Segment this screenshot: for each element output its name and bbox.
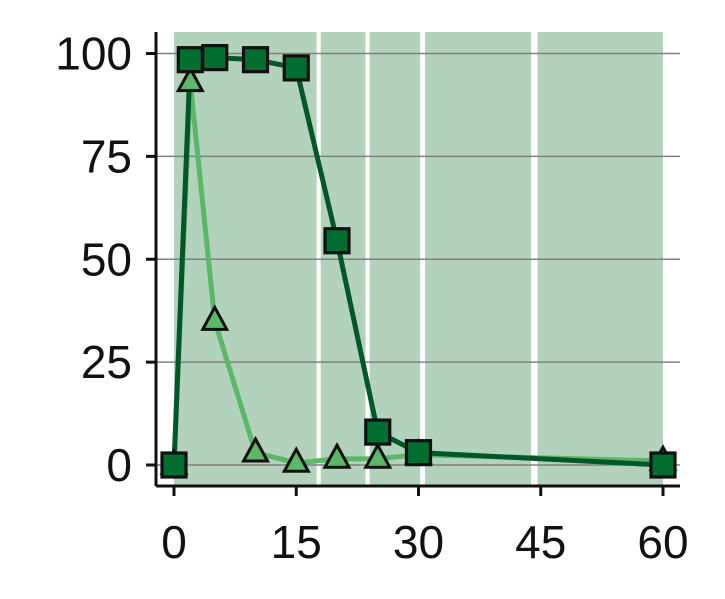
square-marker-3 — [201, 44, 229, 72]
square-marker-4 — [241, 46, 270, 74]
y-tick-label-25: 25 — [81, 336, 132, 388]
x-tick-label-30: 30 — [393, 516, 444, 568]
data-markers — [159, 44, 678, 479]
x-tick-label-0: 0 — [161, 516, 187, 568]
triangle-marker-7 — [363, 442, 393, 469]
square-marker-9 — [649, 451, 677, 479]
y-tick-label-50: 50 — [81, 233, 132, 285]
square-marker-8 — [404, 439, 433, 467]
square-marker-1 — [160, 451, 188, 479]
triangle-marker-3 — [200, 304, 230, 331]
square-marker-7 — [364, 418, 392, 446]
triangle-marker-4 — [240, 435, 271, 463]
triangle-marker-2 — [175, 65, 205, 93]
x-tick-label-60: 60 — [637, 516, 688, 568]
y-tick-label-100: 100 — [55, 28, 132, 80]
x-tick-label-15: 15 — [271, 516, 322, 568]
square-marker-2 — [176, 46, 204, 74]
axes — [146, 32, 680, 496]
square-marker-5 — [282, 54, 310, 82]
triangle-marker-6 — [322, 442, 352, 469]
x-tick-label-45: 45 — [515, 516, 566, 568]
square-marker-6 — [323, 227, 351, 255]
triangle-marker-5 — [281, 446, 311, 473]
tick-labels: 0 25 50 75 100 0 15 30 45 60 — [55, 28, 688, 569]
y-tick-label-0: 0 — [106, 439, 132, 491]
y-tick-label-75: 75 — [81, 130, 132, 182]
